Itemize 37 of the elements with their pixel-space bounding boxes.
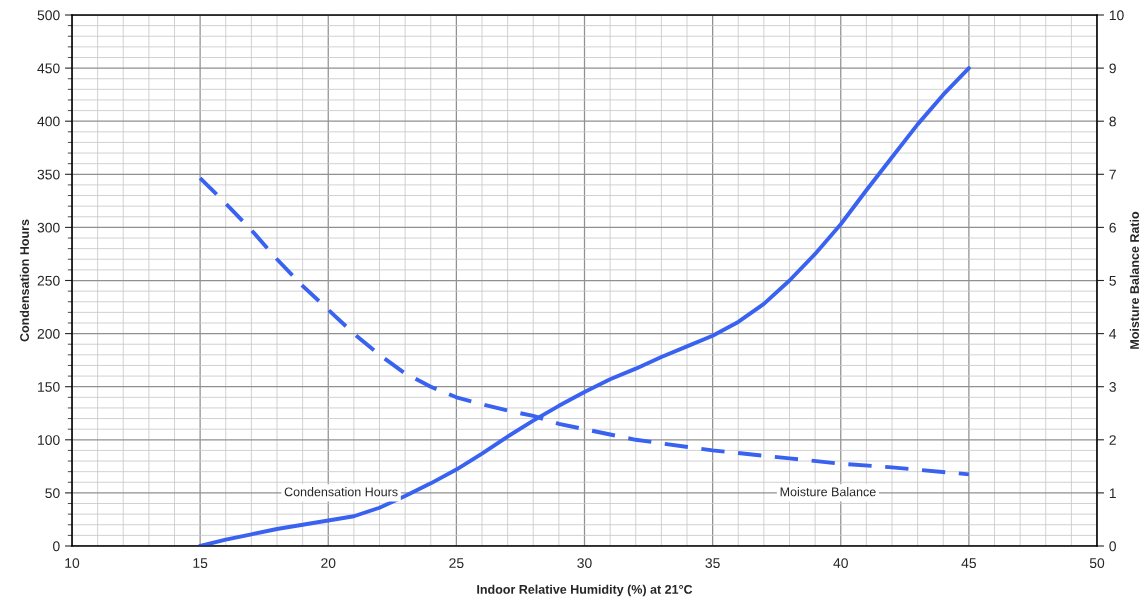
y2-tick-label: 8 xyxy=(1109,116,1116,127)
x-tick-label: 40 xyxy=(833,558,848,569)
y2-tick-label: 0 xyxy=(1109,541,1116,552)
x-tick-label: 15 xyxy=(193,558,208,569)
y-tick-label: 350 xyxy=(37,169,60,180)
y-tick-label: 450 xyxy=(37,63,60,74)
y-tick-label: 0 xyxy=(53,541,60,552)
x-tick-label: 30 xyxy=(577,558,592,569)
y-axis-title: Condensation Hours xyxy=(19,219,29,342)
y-tick-label: 500 xyxy=(37,10,60,21)
series-label: Condensation Hours xyxy=(284,487,398,497)
y2-tick-label: 7 xyxy=(1109,169,1116,180)
y2-tick-label: 6 xyxy=(1109,222,1116,233)
x-tick-label: 25 xyxy=(449,558,464,569)
y2-tick-label: 10 xyxy=(1109,10,1124,21)
y2-tick-label: 1 xyxy=(1109,488,1116,498)
series-label: Moisture Balance xyxy=(780,487,876,497)
x-tick-label: 10 xyxy=(65,558,80,569)
y2-tick-label: 4 xyxy=(1109,329,1117,339)
y2-tick-label: 9 xyxy=(1109,63,1116,74)
x-tick-label: 35 xyxy=(705,558,720,569)
x-axis-title: Indoor Relative Humidity (%) at 21°C xyxy=(477,584,693,597)
y-tick-label: 250 xyxy=(37,275,60,286)
y-tick-label: 50 xyxy=(45,488,60,499)
y-tick-label: 300 xyxy=(37,222,60,233)
x-tick-label: 20 xyxy=(321,558,336,569)
x-tick-label: 50 xyxy=(1089,558,1105,569)
x-tick-label: 45 xyxy=(961,558,977,569)
y2-tick-label: 3 xyxy=(1109,382,1116,392)
y-tick-label: 400 xyxy=(37,116,60,127)
y-tick-label: 100 xyxy=(38,435,60,445)
y2-tick-label: 2 xyxy=(1109,435,1116,445)
y2-axis-title: Moisture Balance Ratio xyxy=(1129,211,1139,349)
line-series xyxy=(198,66,971,546)
y-tick-label: 200 xyxy=(37,328,60,339)
y-tick-label: 150 xyxy=(38,382,60,392)
y2-tick-label: 5 xyxy=(1109,275,1116,286)
